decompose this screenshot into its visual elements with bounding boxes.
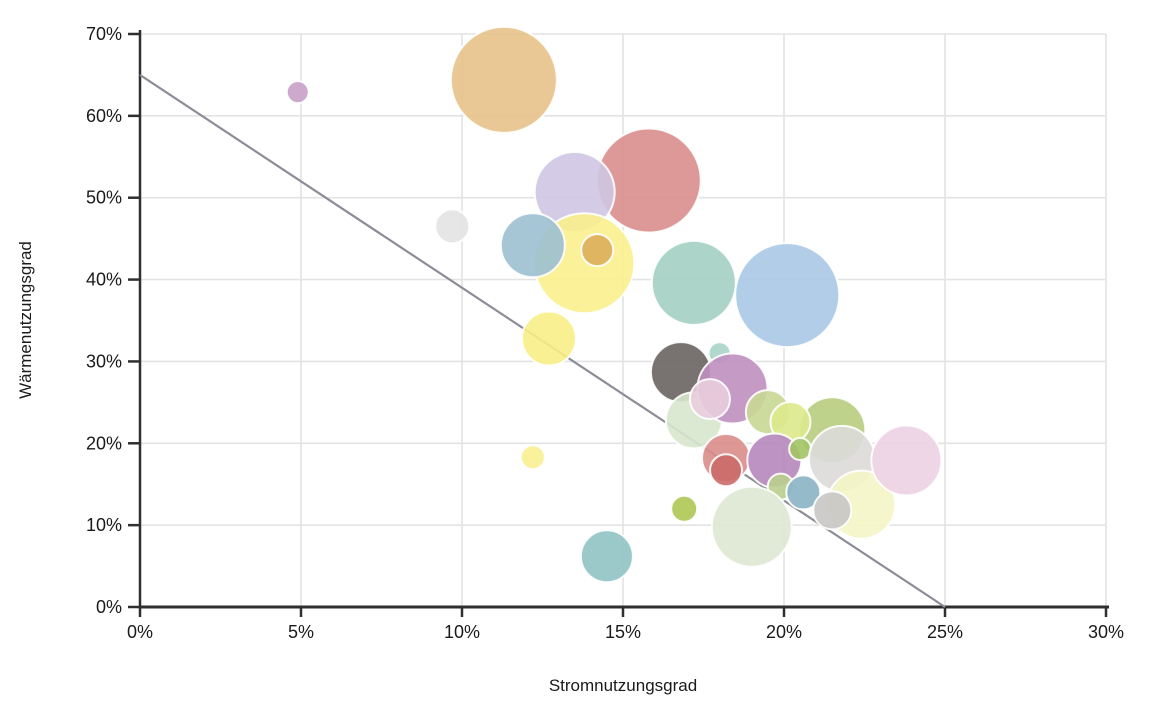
- bubble: [519, 444, 546, 471]
- bubble: [812, 490, 853, 531]
- bubble: [709, 453, 744, 488]
- bubble: [870, 424, 943, 497]
- y-tick-label: 0%: [96, 597, 122, 617]
- gridlines: [140, 33, 1107, 607]
- y-tick-label: 30%: [86, 351, 122, 371]
- x-tick-label: 5%: [288, 622, 314, 642]
- bubble: [688, 378, 731, 421]
- x-tick-label: 10%: [444, 622, 480, 642]
- y-tick-label: 70%: [86, 24, 122, 44]
- bubble: [734, 242, 841, 349]
- x-tick-label: 30%: [1088, 622, 1124, 642]
- bubble: [449, 25, 558, 134]
- bubbles-group: [285, 25, 943, 584]
- axes: [128, 30, 1109, 617]
- bubble: [579, 529, 634, 584]
- bubble: [285, 80, 310, 105]
- y-axis-title: Wärmenutzungsgrad: [16, 241, 35, 399]
- y-tick-label: 20%: [86, 433, 122, 453]
- bubble: [580, 233, 615, 268]
- bubble: [520, 310, 577, 367]
- bubble: [710, 485, 793, 568]
- bubble: [785, 474, 822, 511]
- bubble: [650, 239, 737, 326]
- bubble: [499, 212, 566, 279]
- x-axis-title: Stromnutzungsgrad: [549, 676, 697, 695]
- x-tick-label: 20%: [766, 622, 802, 642]
- bubble: [788, 437, 813, 462]
- x-tick-label: 15%: [605, 622, 641, 642]
- y-tick-label: 50%: [86, 188, 122, 208]
- bubble: [434, 208, 471, 245]
- y-tick-label: 60%: [86, 106, 122, 126]
- x-tick-label: 0%: [127, 622, 153, 642]
- y-tick-label: 40%: [86, 270, 122, 290]
- x-tick-label: 25%: [927, 622, 963, 642]
- bubble: [670, 494, 699, 523]
- y-tick-label: 10%: [86, 515, 122, 535]
- tick-labels-group: 0% 5% 10% 15% 20% 25% 30% 0% 10% 20% 30% 40% 50% 60% 7…: [86, 24, 1124, 642]
